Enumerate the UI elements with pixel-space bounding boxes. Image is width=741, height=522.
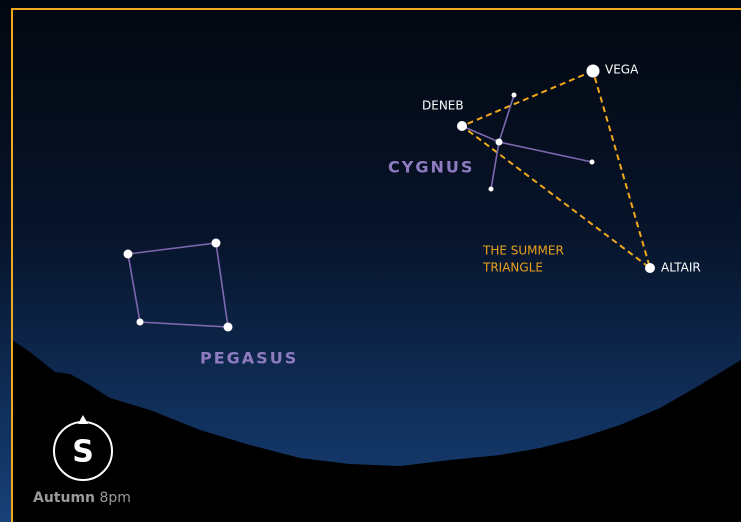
star — [212, 239, 221, 248]
star — [489, 187, 494, 192]
asterism-label: THE SUMMER — [482, 244, 564, 258]
time: 8pm — [99, 490, 130, 506]
star — [590, 160, 595, 165]
asterism-label: TRIANGLE — [482, 261, 543, 275]
compass-direction: S — [72, 435, 94, 470]
star — [124, 250, 133, 259]
season: Autumn — [33, 490, 95, 506]
star — [512, 93, 517, 98]
star — [496, 139, 503, 146]
star — [645, 263, 655, 273]
star — [224, 323, 233, 332]
constellation-label: PEGASUS — [200, 349, 298, 368]
season-time: Autumn 8pm — [33, 490, 131, 506]
star-map: VEGA DENEB ALTAIR CYGNUS PEGASUS THE SUM… — [0, 0, 741, 522]
star — [457, 121, 467, 131]
star — [587, 65, 600, 78]
star — [137, 319, 144, 326]
star-label: VEGA — [605, 63, 639, 77]
star-label: DENEB — [422, 99, 464, 113]
star-label: ALTAIR — [661, 261, 701, 275]
constellation-label: CYGNUS — [388, 158, 474, 177]
